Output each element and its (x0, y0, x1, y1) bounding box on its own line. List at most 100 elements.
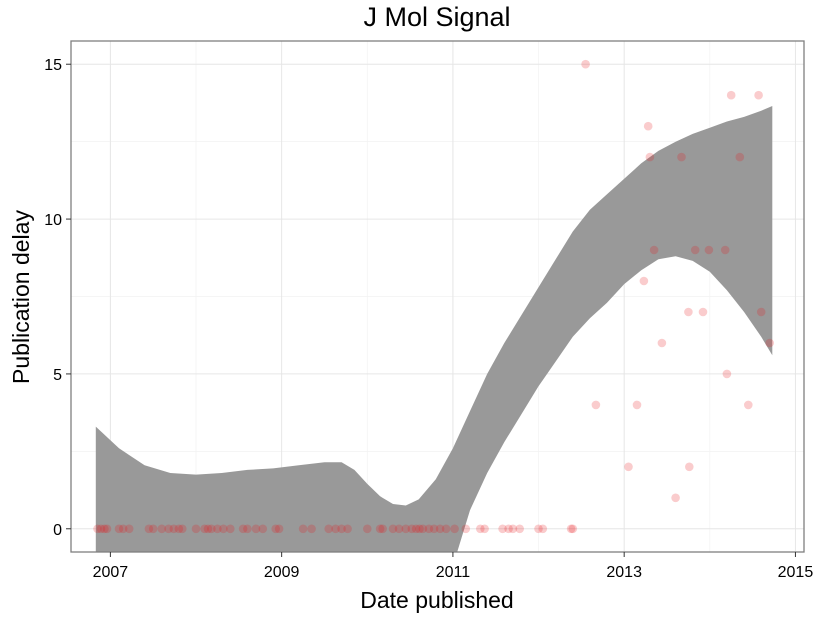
data-point (388, 524, 398, 534)
data-point (566, 524, 576, 534)
y-axis-title: Publication delay (8, 210, 34, 384)
data-point (684, 307, 693, 317)
x-tick-label: 2013 (606, 564, 642, 581)
data-point (324, 524, 334, 534)
confidence-band (95, 106, 773, 552)
y-tick-label: 5 (53, 367, 62, 384)
chart-title: J Mol Signal (363, 2, 510, 32)
data-point (378, 524, 388, 534)
data-point (191, 524, 201, 534)
data-point (164, 524, 173, 534)
y-axis: 0 5 10 15 (44, 57, 71, 539)
data-point (213, 524, 222, 534)
data-point (343, 524, 352, 534)
panel-border (70, 40, 805, 553)
data-point (93, 524, 102, 534)
x-tick-label: 2011 (436, 564, 471, 581)
x-axis-title: Date published (360, 587, 513, 613)
data-point (515, 524, 524, 534)
data-point (100, 524, 109, 534)
data-point (704, 245, 714, 255)
data-point (251, 524, 261, 534)
data-point (744, 400, 753, 410)
data-point (657, 338, 667, 348)
data-point (476, 524, 485, 534)
data-point (645, 152, 655, 162)
data-point (534, 524, 543, 534)
data-point (698, 307, 708, 317)
data-point (144, 524, 154, 534)
data-point (504, 524, 513, 534)
data-point (671, 493, 680, 503)
x-tick-label: 2015 (778, 564, 814, 581)
data-points (93, 59, 774, 534)
data-point (722, 369, 732, 379)
data-point (450, 524, 459, 534)
data-point (174, 524, 184, 534)
data-point (169, 524, 179, 534)
data-point (363, 524, 372, 534)
data-point (118, 524, 128, 534)
data-point (203, 524, 213, 534)
data-point (219, 524, 228, 534)
data-point (200, 524, 209, 534)
data-point (643, 121, 653, 131)
data-point (480, 524, 489, 534)
data-point (538, 524, 548, 534)
data-point (274, 524, 284, 534)
data-point (498, 524, 507, 534)
data-point (429, 524, 439, 534)
data-point (114, 524, 124, 534)
y-tick-label: 15 (44, 57, 62, 74)
data-point (415, 524, 424, 534)
data-point (331, 524, 340, 534)
x-tick-label: 2009 (264, 564, 300, 581)
data-point (508, 524, 518, 534)
data-point (407, 524, 417, 534)
data-point (632, 400, 642, 410)
data-point (639, 276, 649, 286)
data-point (581, 59, 590, 69)
data-point (735, 152, 745, 162)
y-tick-label: 0 (53, 522, 62, 539)
data-point (148, 524, 158, 534)
plot-area (70, 40, 805, 553)
data-point (337, 524, 346, 534)
data-point (435, 524, 445, 534)
data-point (461, 524, 471, 534)
data-point (238, 524, 248, 534)
data-point (207, 524, 216, 534)
data-point (298, 524, 308, 534)
data-point (271, 524, 281, 534)
data-point (568, 524, 578, 534)
data-point (754, 90, 763, 100)
data-point (677, 152, 686, 162)
data-point (424, 524, 434, 534)
data-point (765, 338, 774, 348)
data-point (591, 400, 601, 410)
y-tick-label: 10 (44, 212, 62, 229)
data-point (685, 462, 694, 472)
data-point (157, 524, 167, 534)
data-point (258, 524, 268, 534)
data-point (124, 524, 134, 534)
data-point (756, 307, 766, 317)
data-point (418, 524, 428, 534)
x-axis: 2007 2009 2011 2013 2015 (93, 552, 814, 581)
data-point (624, 462, 633, 472)
data-point (102, 524, 112, 534)
data-point (96, 524, 106, 534)
data-point (690, 245, 700, 255)
data-point (720, 245, 730, 255)
data-point (726, 90, 736, 100)
data-point (178, 524, 187, 534)
data-point (375, 524, 385, 534)
data-point (243, 524, 252, 534)
data-point (411, 524, 421, 534)
data-point (226, 524, 235, 534)
data-point (441, 524, 451, 534)
x-tick-label: 2007 (93, 564, 129, 581)
data-point (394, 524, 404, 534)
data-point (649, 245, 659, 255)
